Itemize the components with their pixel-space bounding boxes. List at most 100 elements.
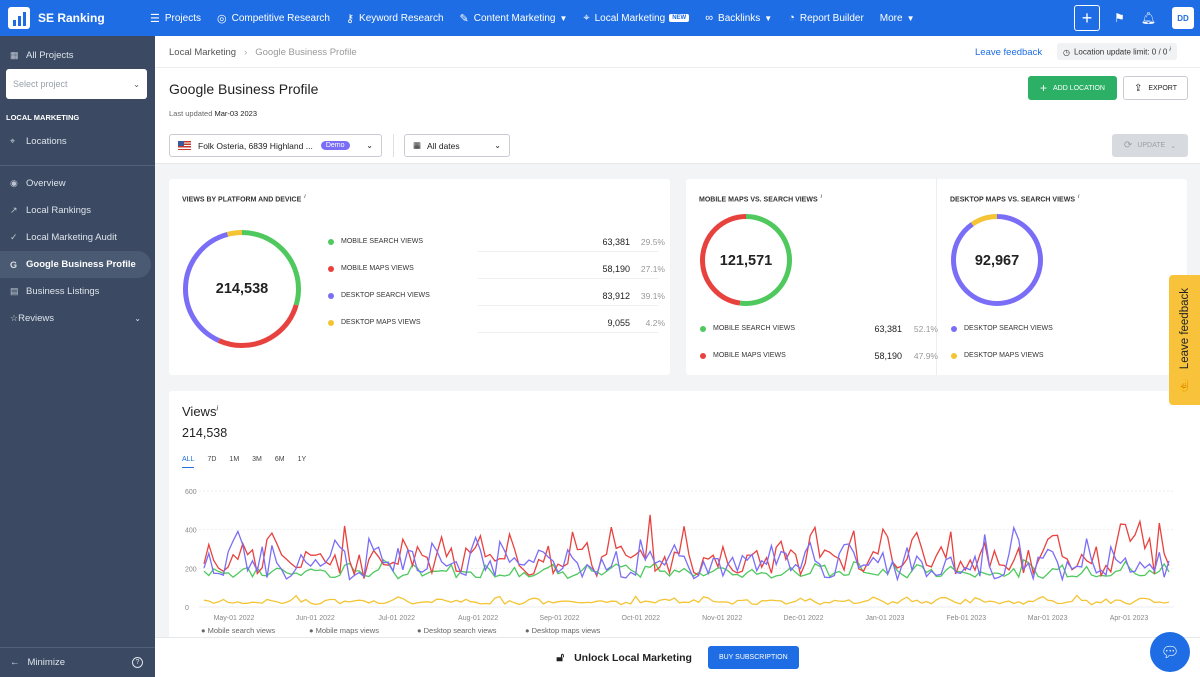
nav-backlinks[interactable]: ∞ Backlinks ▼ xyxy=(705,12,773,24)
nav-content-marketing[interactable]: ✎ Content Marketing ▼ xyxy=(459,12,568,25)
series-legend-label[interactable]: ● Mobile maps views xyxy=(309,626,379,635)
views-title: Viewsi xyxy=(182,404,219,419)
layers-icon: ☰ xyxy=(150,12,160,25)
x-tick-label: Aug-01 2022 xyxy=(458,615,498,622)
series-legend-label[interactable]: ● Mobile search views xyxy=(201,626,275,635)
sidebar-item-local-rankings[interactable]: ↗ Local Rankings xyxy=(10,205,91,216)
chat-button[interactable]: 💬︎ xyxy=(1150,632,1190,672)
info-icon[interactable]: i xyxy=(304,194,306,200)
avatar[interactable]: DD xyxy=(1172,7,1194,29)
update-button[interactable]: ⟳ UPDATE ⌄ xyxy=(1112,134,1188,157)
nav-projects[interactable]: ☰ Projects xyxy=(150,12,201,25)
buy-subscription-button[interactable]: BUY SUBSCRIPTION xyxy=(707,646,799,669)
arrow-left-icon: ← xyxy=(10,657,20,668)
help-icon[interactable]: ? xyxy=(132,657,143,668)
add-location-button[interactable]: + ADD LOCATION xyxy=(1028,76,1117,100)
add-button[interactable]: + xyxy=(1074,5,1100,31)
legend-row[interactable]: MOBILE MAPS VIEWS 58,190 27.1% xyxy=(328,264,665,274)
range-6m[interactable]: 6M xyxy=(274,456,285,463)
se-ranking-logo-icon xyxy=(8,7,30,29)
range-all[interactable]: ALL xyxy=(182,456,195,468)
location-filter[interactable]: Folk Osteria, 6839 Highland ... Demo ⌄ xyxy=(169,134,382,157)
export-button[interactable]: ⇪ EXPORT xyxy=(1123,76,1188,100)
legend-value: 63,381 xyxy=(874,323,902,334)
main-content: Local Marketing › Google Business Profile … xyxy=(155,36,1200,677)
flag-icon[interactable]: ⚑ xyxy=(1114,11,1125,25)
range-1m[interactable]: 1M xyxy=(229,456,240,463)
bell-icon[interactable]: 🔔︎ xyxy=(1140,11,1156,25)
leave-feedback-link[interactable]: Leave feedback xyxy=(975,47,1043,58)
legend-row[interactable]: MOBILE MAPS VIEWS 58,190 47.9% xyxy=(700,351,938,361)
edit-icon: ✎ xyxy=(459,12,469,25)
sidebar-item-reviews[interactable]: ☆Reviews ⌄ xyxy=(10,313,141,324)
legend-percent: 4.2% xyxy=(645,317,665,328)
sidebar-item-google-business-profile[interactable]: G Google Business Profile xyxy=(0,251,151,278)
legend-percent: 39.1% xyxy=(640,290,665,301)
mobile-donut xyxy=(700,214,792,306)
legend-dot xyxy=(700,352,706,359)
leave-feedback-tab[interactable]: Leave feedback ☝ xyxy=(1169,275,1200,405)
legend-value: 58,190 xyxy=(602,263,630,274)
nav-report-builder[interactable]: ◔ Report Builder xyxy=(788,12,864,24)
breadcrumb-local-marketing[interactable]: Local Marketing xyxy=(169,47,237,58)
sidebar-section-label: LOCAL MARKETING xyxy=(6,113,80,122)
nav-keyword-research[interactable]: ⚷ Keyword Research xyxy=(345,12,444,25)
project-select[interactable]: Select project ⌄ xyxy=(6,69,147,99)
series-legend-label[interactable]: ● Desktop maps views xyxy=(525,626,601,635)
nav-more[interactable]: More ▼ xyxy=(879,12,915,24)
sidebar-all-projects[interactable]: ▦ All Projects xyxy=(10,50,74,61)
card-title: VIEWS BY PLATFORM AND DEVICE i xyxy=(182,194,306,204)
legend-row[interactable]: MOBILE SEARCH VIEWS 63,381 29.5% xyxy=(328,237,665,247)
chevron-right-icon: › xyxy=(244,47,248,58)
platform-donut xyxy=(183,230,301,348)
calendar-icon: ▦ xyxy=(413,140,422,150)
desktop-slice-1[interactable] xyxy=(951,214,1043,306)
range-selector: ALL 7D 1M 3M 6M 1Y xyxy=(182,456,319,468)
mobile-slice-1[interactable] xyxy=(700,214,792,306)
maps-vs-search-card: MOBILE MAPS VS. SEARCH VIEWS i DESKTOP MA… xyxy=(686,179,1187,375)
sidebar-item-business-listings[interactable]: ▤ Business Listings xyxy=(10,286,100,297)
date-filter[interactable]: ▦ All dates ⌄ xyxy=(404,134,510,157)
app-name: SE Ranking xyxy=(38,11,105,25)
sidebar-item-locations[interactable]: ⌖ Locations xyxy=(10,136,67,147)
info-icon[interactable]: i xyxy=(1078,194,1080,200)
divider xyxy=(393,134,394,157)
legend-row[interactable]: DESKTOP MAPS VIEWS 9,055 4.2% xyxy=(328,318,665,328)
platform-slice-3[interactable] xyxy=(183,230,301,348)
range-1y[interactable]: 1Y xyxy=(297,456,307,463)
legend-value: 83,912 xyxy=(602,290,630,301)
series-line-desktop-maps-views[interactable] xyxy=(203,594,1170,606)
series-legend-label[interactable]: ● Desktop search views xyxy=(417,626,497,635)
legend-row[interactable]: MOBILE SEARCH VIEWS 63,381 52.1% xyxy=(700,324,938,334)
views-line-chart: 600 400 200 0 May-01 2022 Jun-01 2022 Jul-01 2… xyxy=(185,489,1174,635)
range-3m[interactable]: 3M xyxy=(252,456,262,463)
nav-competitive-research[interactable]: ◎ Competitive Research xyxy=(217,12,330,25)
trend-icon: ↗ xyxy=(10,205,18,215)
info-icon[interactable]: i xyxy=(820,194,822,200)
legend-value: 58,190 xyxy=(874,350,902,361)
x-tick-label: Jan-01 2023 xyxy=(865,615,904,622)
compass-icon: ◉ xyxy=(10,178,18,188)
sidebar-item-overview[interactable]: ◉ Overview xyxy=(10,178,66,189)
series-line-desktop-search-views[interactable] xyxy=(203,525,1170,583)
platform-slice-1[interactable] xyxy=(183,230,301,348)
info-icon[interactable]: i xyxy=(1169,46,1171,53)
legend-dot xyxy=(328,265,334,272)
legend-percent: 29.5% xyxy=(640,236,665,247)
range-7d[interactable]: 7D xyxy=(207,456,217,463)
x-tick-label: Nov-01 2022 xyxy=(702,615,742,622)
row-divider xyxy=(478,305,658,306)
sidebar-item-local-marketing-audit[interactable]: ✓ Local Marketing Audit xyxy=(10,232,117,243)
nav-local-marketing[interactable]: ⌖ Local Marketing NEW xyxy=(583,12,690,25)
brand[interactable]: SE Ranking xyxy=(0,7,150,29)
row-divider xyxy=(478,251,658,252)
y-tick-label: 600 xyxy=(185,489,197,496)
sidebar-minimize[interactable]: ← Minimize ? xyxy=(0,647,155,677)
legend-dot xyxy=(328,319,334,326)
legend-row[interactable]: DESKTOP SEARCH VIEWS 83,912 39.1% xyxy=(328,291,665,301)
platform-slice-2[interactable] xyxy=(183,230,301,348)
info-icon[interactable]: i xyxy=(216,405,219,413)
